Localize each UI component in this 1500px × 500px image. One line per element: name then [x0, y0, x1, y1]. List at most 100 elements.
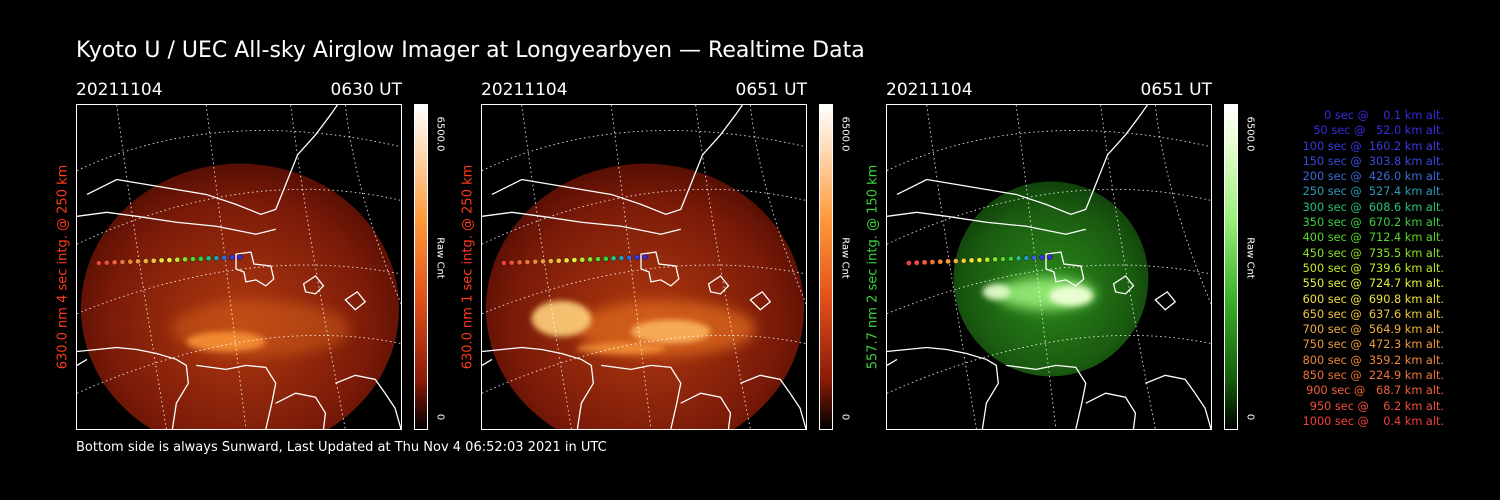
legend-row: 700 sec @ 564.9 km alt.: [1302, 323, 1444, 337]
track-point: [213, 255, 220, 261]
track-point: [540, 258, 546, 265]
track-point: [111, 259, 118, 266]
track-point: [166, 257, 173, 263]
track-point: [618, 255, 625, 261]
legend-row: 550 sec @ 724.7 km alt.: [1302, 277, 1444, 291]
legend-row: 800 sec @ 359.2 km alt.: [1302, 353, 1444, 367]
track-point: [158, 257, 165, 264]
satellite-altitude-legend: 0 sec @ 0.1 km alt. 50 sec @ 52.0 km alt.…: [1262, 108, 1444, 429]
allsky-image: [886, 104, 1212, 430]
track-point: [626, 254, 633, 261]
track-point: [571, 257, 578, 263]
legend-row: 150 sec @ 303.8 km alt.: [1302, 154, 1444, 168]
colorbar-max: 6500.0: [1244, 116, 1256, 152]
legend-row: 250 sec @ 527.4 km alt.: [1302, 185, 1444, 199]
colorbar-min: 0: [1244, 413, 1256, 421]
colorbar-unit: Raw Cnt: [839, 237, 851, 279]
colorbar-unit: Raw Cnt: [434, 237, 446, 279]
track-point: [150, 257, 157, 264]
track-point: [516, 259, 523, 266]
track-point: [1039, 254, 1045, 261]
panel-date: 20211104: [481, 80, 568, 100]
legend-row: 650 sec @ 637.6 km alt.: [1302, 307, 1444, 321]
legend-row: 1000 sec @ 0.4 km alt.: [1302, 414, 1444, 428]
track-point: [1015, 255, 1022, 262]
wavelength-label: 557.7 nm 2 sec intg. @ 150 km: [865, 164, 881, 370]
track-point: [103, 259, 110, 266]
page-title: Kyoto U / UEC All-sky Airglow Imager at …: [76, 38, 865, 63]
track-point: [190, 256, 196, 262]
panel-date: 20211104: [76, 80, 163, 100]
track-point: [135, 258, 141, 265]
legend-row: 0 sec @ 0.1 km alt.: [1324, 109, 1444, 122]
allsky-panel-630nm-0630: 20211104 0630 UT 630.0 nm 4 sec intg. @ …: [56, 78, 476, 430]
track-point: [579, 256, 586, 263]
track-point: [143, 258, 149, 264]
track-point: [634, 254, 640, 261]
legend-row: 300 sec @ 608.6 km alt.: [1302, 200, 1444, 214]
allsky-panel-630nm-0651: 20211104 0651 UT 630.0 nm 1 sec intg. @ …: [461, 78, 881, 430]
track-point: [913, 259, 920, 266]
colorbar-max: 6500.0: [434, 116, 446, 152]
track-point: [610, 255, 617, 262]
track-point: [603, 255, 609, 262]
track-point: [127, 258, 134, 265]
track-point: [524, 259, 531, 265]
colorbar: [414, 104, 428, 430]
wavelength-label: 630.0 nm 4 sec intg. @ 250 km: [55, 164, 71, 370]
track-point: [960, 257, 967, 264]
track-point: [976, 257, 983, 263]
colorbar-min: 0: [839, 413, 851, 421]
panel-date: 20211104: [886, 80, 973, 100]
track-point: [229, 254, 235, 261]
track-point: [237, 254, 243, 260]
track-point: [555, 257, 562, 264]
allsky-image: [76, 104, 402, 430]
track-point: [119, 259, 126, 265]
colorbar-unit: Raw Cnt: [1244, 237, 1256, 279]
legend-row: 350 sec @ 670.2 km alt.: [1302, 216, 1444, 230]
track-point: [508, 259, 515, 266]
track-point: [1031, 254, 1038, 261]
track-point: [96, 260, 102, 266]
track-point: [953, 258, 959, 264]
panel-time: 0651 UT: [735, 80, 808, 100]
legend-row: 50 sec @ 52.0 km alt.: [1313, 124, 1444, 138]
colorbar-min: 0: [434, 413, 446, 421]
legend-row: 900 sec @ 68.7 km alt.: [1306, 384, 1444, 398]
track-point: [221, 254, 228, 261]
track-point: [929, 259, 936, 265]
colorbar-max: 6500.0: [839, 116, 851, 152]
track-point: [587, 256, 593, 263]
legend-row: 600 sec @ 690.8 km alt.: [1302, 292, 1444, 306]
legend-row: 750 sec @ 472.3 km alt.: [1302, 338, 1444, 352]
track-point: [1000, 256, 1006, 262]
track-point: [968, 257, 975, 264]
allsky-panel-557nm-0651: 20211104 0651 UT 557.7 nm 2 sec intg. @ …: [866, 78, 1286, 430]
panel-time: 0630 UT: [330, 80, 403, 100]
legend-row: 200 sec @ 426.0 km alt.: [1302, 170, 1444, 184]
track-point: [992, 256, 998, 263]
legend-row: 100 sec @ 160.2 km alt.: [1302, 139, 1444, 153]
track-point: [984, 256, 991, 263]
track-point: [1023, 255, 1030, 261]
track-point: [182, 256, 188, 263]
track-point: [906, 260, 912, 266]
legend-row: 950 sec @ 6.2 km alt.: [1309, 399, 1444, 413]
track-point: [1008, 255, 1014, 262]
track-point: [205, 255, 212, 262]
track-point: [198, 255, 204, 262]
footer-status: Bottom side is always Sunward, Last Upda…: [76, 440, 607, 455]
wavelength-label: 630.0 nm 1 sec intg. @ 250 km: [460, 164, 476, 370]
legend-row: 500 sec @ 739.6 km alt.: [1302, 261, 1444, 275]
track-point: [532, 258, 539, 265]
legend-row: 850 sec @ 224.9 km alt.: [1302, 369, 1444, 383]
track-point: [595, 256, 601, 262]
legend-row: 450 sec @ 735.5 km alt.: [1302, 246, 1444, 260]
legend-row: 400 sec @ 712.4 km alt.: [1302, 231, 1444, 245]
track-point: [563, 257, 570, 264]
track-point: [548, 258, 554, 264]
track-point: [642, 254, 648, 260]
track-point: [937, 258, 944, 265]
track-point: [501, 260, 507, 266]
